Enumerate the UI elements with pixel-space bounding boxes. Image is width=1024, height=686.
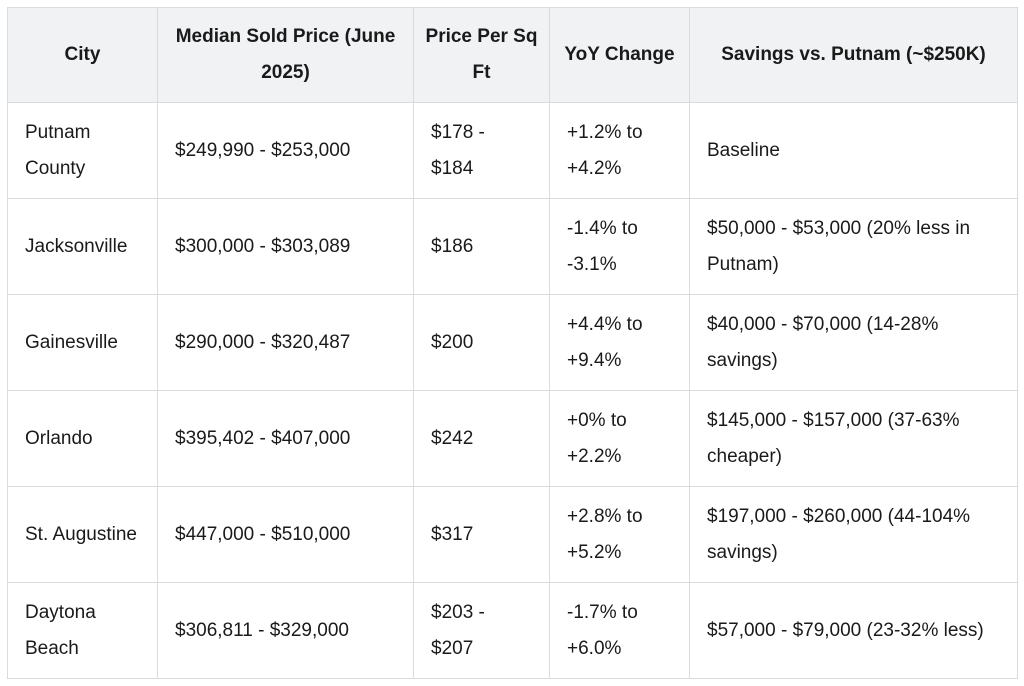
cell-city: Orlando — [7, 390, 158, 487]
cell-city: Daytona Beach — [7, 582, 158, 679]
cell-savings: $57,000 - $79,000 (23-32% less) — [689, 582, 1018, 679]
header-yoy-change: YoY Change — [549, 7, 690, 103]
table-row: Gainesville $290,000 - $320,487 $200 +4.… — [7, 294, 1018, 391]
cell-city: Jacksonville — [7, 198, 158, 295]
cell-price-per-sq-ft: $186 — [413, 198, 550, 295]
cell-price-per-sq-ft: $242 — [413, 390, 550, 487]
cell-yoy-change: +4.4% to +9.4% — [549, 294, 690, 391]
table-row: Putnam County $249,990 - $253,000 $178 -… — [7, 102, 1018, 199]
cell-median-price: $249,990 - $253,000 — [157, 102, 414, 199]
cell-yoy-change: +2.8% to +5.2% — [549, 486, 690, 583]
header-city: City — [7, 7, 158, 103]
table-row: Orlando $395,402 - $407,000 $242 +0% to … — [7, 390, 1018, 487]
table-row: Daytona Beach $306,811 - $329,000 $203 -… — [7, 582, 1018, 679]
cell-price-per-sq-ft: $203 - $207 — [413, 582, 550, 679]
cell-savings: $145,000 - $157,000 (37-63% cheaper) — [689, 390, 1018, 487]
table-header-row: City Median Sold Price (June 2025) Price… — [7, 7, 1018, 103]
price-comparison-table-container: City Median Sold Price (June 2025) Price… — [7, 7, 1018, 679]
cell-median-price: $447,000 - $510,000 — [157, 486, 414, 583]
cell-city: Gainesville — [7, 294, 158, 391]
cell-yoy-change: -1.7% to +6.0% — [549, 582, 690, 679]
cell-city: Putnam County — [7, 102, 158, 199]
cell-yoy-change: +1.2% to +4.2% — [549, 102, 690, 199]
header-median-sold-price: Median Sold Price (June 2025) — [157, 7, 414, 103]
cell-median-price: $395,402 - $407,000 — [157, 390, 414, 487]
header-price-per-sq-ft: Price Per Sq Ft — [413, 7, 550, 103]
cell-savings: Baseline — [689, 102, 1018, 199]
cell-savings: $40,000 - $70,000 (14-28% savings) — [689, 294, 1018, 391]
cell-yoy-change: -1.4% to -3.1% — [549, 198, 690, 295]
cell-savings: $50,000 - $53,000 (20% less in Putnam) — [689, 198, 1018, 295]
table-row: Jacksonville $300,000 - $303,089 $186 -1… — [7, 198, 1018, 295]
cell-median-price: $300,000 - $303,089 — [157, 198, 414, 295]
cell-median-price: $306,811 - $329,000 — [157, 582, 414, 679]
cell-savings: $197,000 - $260,000 (44-104% savings) — [689, 486, 1018, 583]
cell-median-price: $290,000 - $320,487 — [157, 294, 414, 391]
table-row: St. Augustine $447,000 - $510,000 $317 +… — [7, 486, 1018, 583]
cell-city: St. Augustine — [7, 486, 158, 583]
cell-price-per-sq-ft: $200 — [413, 294, 550, 391]
price-comparison-table: City Median Sold Price (June 2025) Price… — [7, 7, 1018, 679]
header-savings-vs-putnam: Savings vs. Putnam (~$250K) — [689, 7, 1018, 103]
cell-price-per-sq-ft: $317 — [413, 486, 550, 583]
cell-yoy-change: +0% to +2.2% — [549, 390, 690, 487]
cell-price-per-sq-ft: $178 - $184 — [413, 102, 550, 199]
